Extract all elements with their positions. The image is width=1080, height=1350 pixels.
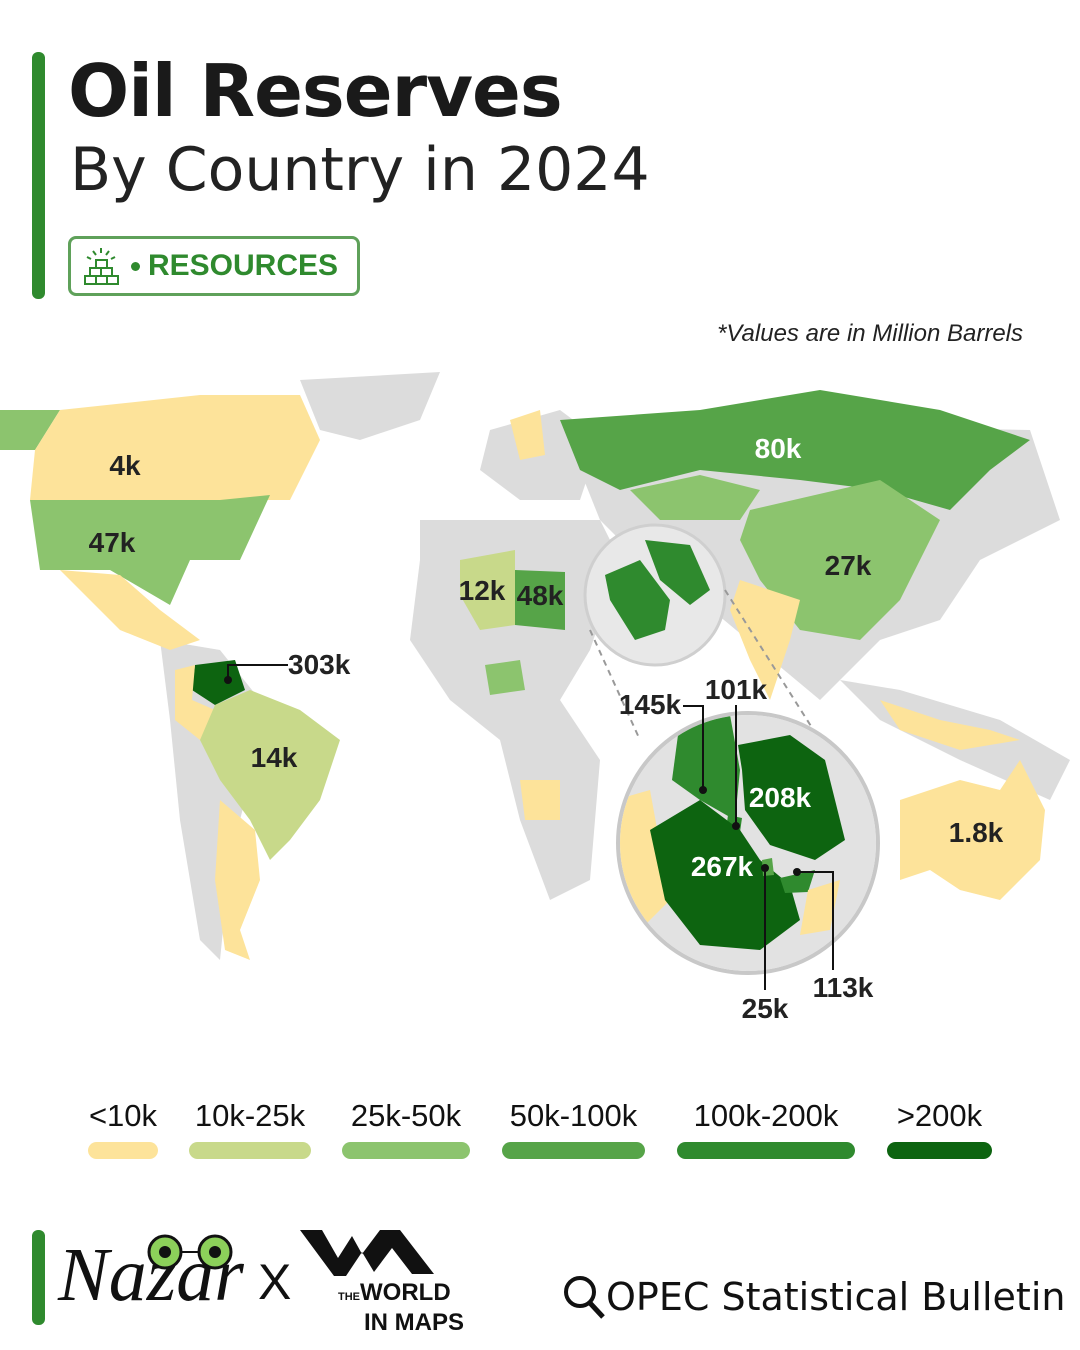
label-usa: 47k (89, 527, 136, 558)
badge-label: RESOURCES (148, 249, 339, 282)
label-qatar: 25k (742, 993, 789, 1024)
region-usa (30, 495, 270, 605)
legend-swatch (887, 1142, 992, 1159)
collab-separator: X (258, 1254, 292, 1310)
label-australia: 1.8k (949, 817, 1004, 848)
label-kuwait: 101k (705, 674, 768, 705)
region-india (730, 580, 800, 700)
label-libya: 48k (517, 580, 564, 611)
region-argentina (215, 800, 260, 960)
legend-item: >200k (887, 1098, 992, 1159)
legend-label: 25k-50k (350, 1098, 462, 1133)
region-venezuela (192, 660, 245, 705)
region-nigeria (485, 660, 525, 695)
legend-item: 100k-200k (677, 1098, 855, 1159)
region-indonesia (880, 700, 1020, 750)
legend-label: >200k (896, 1098, 983, 1133)
region-angola (520, 780, 560, 820)
legend-label: <10k (88, 1098, 158, 1133)
label-uae: 113k (813, 972, 874, 1003)
label-saudi-arabia: 267k (691, 851, 754, 882)
page-subtitle: By Country in 2024 (70, 135, 650, 205)
zoom-connector-left (589, 629, 641, 741)
region-europe (510, 410, 545, 460)
region-kazakhstan (630, 475, 760, 520)
region-colombia (175, 665, 215, 740)
leader-lines (227, 664, 834, 990)
inset-oman (800, 880, 840, 935)
footer-accent-bar (32, 1230, 45, 1325)
wim-line1: WORLD (360, 1279, 451, 1306)
mini-saudi (605, 560, 670, 640)
region-libya (515, 570, 565, 630)
inset-uae (780, 870, 815, 893)
units-note: *Values are in Million Barrels (717, 320, 1023, 347)
region-brazil (200, 690, 340, 860)
source-text: OPEC Statistical Bulletin (606, 1275, 1066, 1319)
legend-swatch (502, 1142, 645, 1159)
region-alaska (0, 410, 60, 450)
source-credit: OPEC Statistical Bulletin (562, 1274, 1065, 1320)
legend-item: <10k (88, 1098, 158, 1159)
label-canada: 4k (109, 450, 141, 481)
legend-swatch (677, 1142, 855, 1159)
label-brazil: 14k (251, 742, 298, 773)
legend-label: 50k-100k (509, 1098, 638, 1133)
nazar-glasses-icon (147, 1234, 233, 1270)
legend-swatch (88, 1142, 158, 1159)
badge-dot (131, 261, 140, 271)
world-in-maps-logo-icon (300, 1230, 434, 1276)
legend-item: 25k-50k (342, 1098, 470, 1159)
legend-swatch (342, 1142, 470, 1159)
region-australia (900, 760, 1045, 900)
legend-label: 10k-25k (194, 1098, 306, 1133)
mini-iran (645, 540, 710, 605)
category-badge: RESOURCES (68, 236, 360, 296)
region-algeria (460, 550, 515, 630)
inset-iraq (672, 715, 740, 820)
label-algeria: 12k (459, 575, 506, 606)
wim-the: THE (338, 1291, 360, 1303)
label-russia: 80k (755, 433, 802, 464)
legend-label: 100k-200k (693, 1098, 839, 1133)
search-icon (564, 1276, 605, 1319)
region-mexico (60, 570, 200, 650)
legend-item: 50k-100k (502, 1098, 645, 1159)
world-in-maps-text: THEWORLD IN MAPS (338, 1280, 464, 1336)
label-venezuela: 303k (288, 649, 351, 680)
label-china: 27k (825, 550, 872, 581)
region-russia (560, 390, 1030, 510)
inset-iran (738, 735, 845, 860)
legend-item: 10k-25k (189, 1098, 311, 1159)
inset-saudi (650, 800, 800, 950)
label-iraq: 145k (619, 689, 682, 720)
title-accent-bar (32, 52, 45, 299)
legend-swatch (189, 1142, 311, 1159)
region-canada (30, 395, 320, 500)
page-title: Oil Reserves (68, 49, 563, 133)
gold-bars-icon (84, 248, 119, 285)
label-iran: 208k (749, 782, 812, 813)
wim-line2: IN MAPS (364, 1309, 465, 1336)
